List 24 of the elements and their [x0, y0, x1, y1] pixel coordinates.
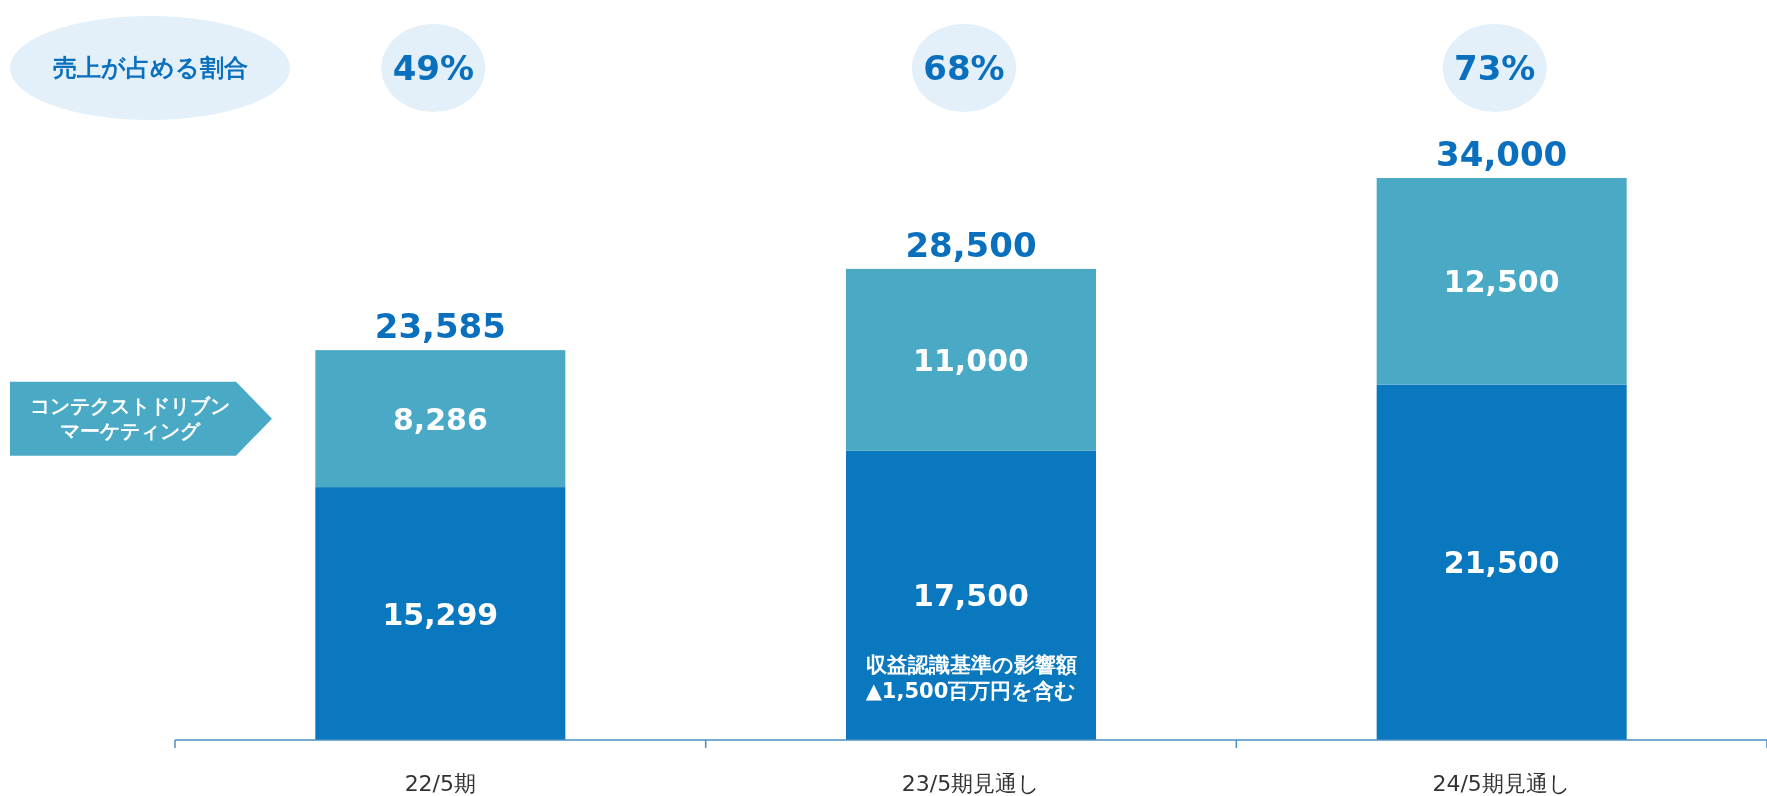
bar: [846, 450, 1096, 740]
bar: [846, 268, 1096, 451]
total-label: 23,585: [374, 306, 506, 347]
data-label: 8,286: [392, 401, 488, 437]
bar: [315, 487, 566, 740]
bar: [315, 350, 566, 488]
annotation: 収益認識基準の影響額▲1,500百万円を含む: [865, 652, 1077, 704]
text: 49%: [392, 48, 475, 88]
total-label: 34,000: [1436, 134, 1568, 174]
text: コンテクストドリブンマーケティング: [30, 394, 230, 444]
data-label: 15,299: [382, 596, 499, 632]
text: 73%: [1453, 48, 1536, 88]
data-label: 12,500: [1443, 263, 1560, 299]
text: 68%: [923, 48, 1005, 88]
data-label: 21,500: [1443, 544, 1560, 580]
text: 売上が占める割合: [52, 54, 248, 82]
x-tick-label: 22/5期: [404, 770, 477, 796]
data-label: 11,000: [913, 342, 1029, 378]
x-tick-label: 23/5期見通し: [901, 770, 1041, 796]
data-label: 17,500: [913, 577, 1029, 613]
bar: [1376, 384, 1627, 740]
total-label: 28,500: [905, 224, 1037, 265]
x-tick-label: 24/5期見通し: [1432, 770, 1571, 796]
bar: [1376, 178, 1627, 385]
